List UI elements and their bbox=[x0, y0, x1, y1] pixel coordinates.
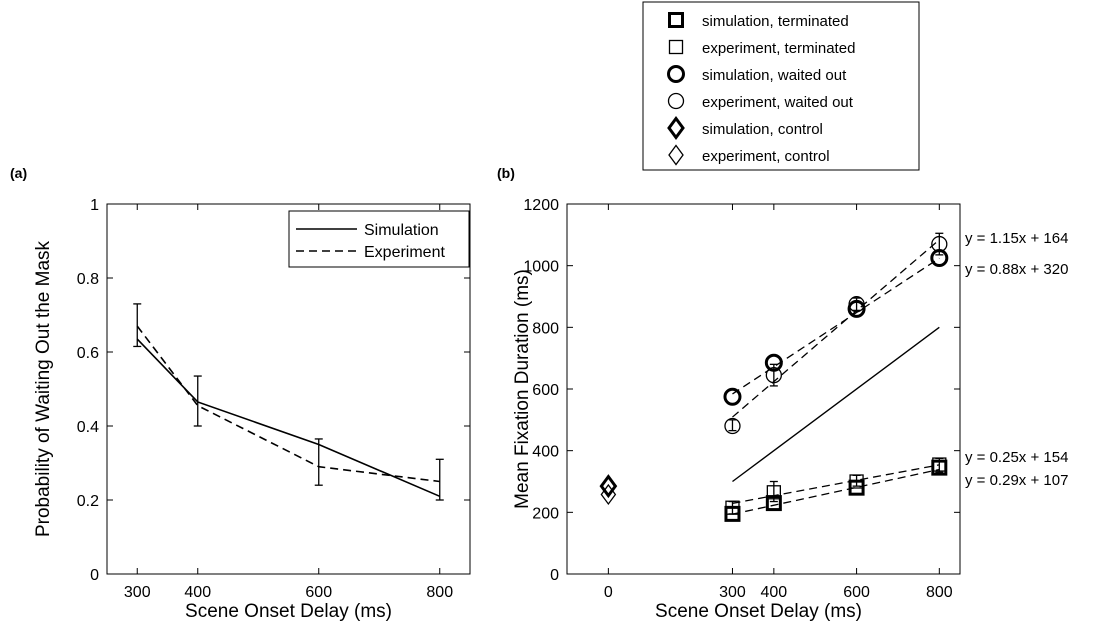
fit-equation-label: y = 0.25x + 154 bbox=[965, 449, 1068, 466]
y-tick-label: 1 bbox=[90, 197, 99, 214]
legend-label: experiment, terminated bbox=[702, 40, 855, 57]
legend-diamond-icon bbox=[668, 144, 684, 166]
y-axis-label: Mean Fixation Duration (ms) bbox=[512, 269, 533, 509]
legend-label: simulation, waited out bbox=[702, 67, 847, 84]
y-tick-label: 0.8 bbox=[77, 271, 99, 288]
x-tick-label: 300 bbox=[719, 584, 746, 601]
fit-equation-label: y = 0.29x + 107 bbox=[965, 472, 1068, 489]
y-tick-label: 800 bbox=[532, 320, 559, 337]
error-bar bbox=[728, 419, 737, 432]
legend-box bbox=[288, 210, 470, 268]
legend-square-icon bbox=[668, 12, 684, 28]
legend-label: Experiment bbox=[364, 244, 445, 261]
circle-marker bbox=[848, 296, 865, 313]
x-tick-label: 300 bbox=[124, 584, 151, 601]
reference-line bbox=[732, 326, 940, 483]
circle-marker bbox=[931, 235, 948, 253]
legend-circle-icon bbox=[667, 92, 685, 110]
axes-frame bbox=[566, 203, 961, 575]
legend-box bbox=[642, 1, 920, 171]
panel-label: (b) bbox=[497, 165, 515, 181]
circle-marker bbox=[764, 353, 783, 372]
x-tick-label: 400 bbox=[760, 584, 787, 601]
fit-line bbox=[732, 257, 940, 395]
y-tick-label: 400 bbox=[532, 444, 559, 461]
y-tick-label: 600 bbox=[532, 382, 559, 399]
y-tick-label: 1000 bbox=[523, 259, 559, 276]
circle-marker bbox=[930, 248, 949, 267]
x-tick-label: 600 bbox=[305, 584, 332, 601]
panel-a: (a) 300 400 600 800 0 0.2 0.4 0.6 0.8 1 Scene Onset… bbox=[10, 165, 471, 622]
square-marker bbox=[932, 457, 947, 472]
square-marker bbox=[766, 485, 781, 500]
error-bar bbox=[314, 438, 323, 486]
circle-marker bbox=[765, 366, 782, 384]
y-tick-label: 0 bbox=[550, 567, 559, 584]
fit-line bbox=[732, 468, 940, 515]
legend-label: experiment, waited out bbox=[702, 94, 854, 111]
y-tick-label: 200 bbox=[532, 505, 559, 522]
x-tick-label: 800 bbox=[426, 584, 453, 601]
legend-label: Simulation bbox=[364, 222, 439, 239]
panel-label: (a) bbox=[10, 165, 27, 181]
x-tick-label: 400 bbox=[184, 584, 211, 601]
y-tick-label: 0.6 bbox=[77, 345, 99, 362]
error-bar bbox=[435, 458, 444, 501]
x-tick-label: 600 bbox=[843, 584, 870, 601]
legend-label: simulation, terminated bbox=[702, 13, 849, 30]
panel-b-legend: simulation, terminated experiment, termin… bbox=[642, 1, 920, 171]
diamond-marker bbox=[599, 474, 618, 499]
axes-frame bbox=[106, 203, 471, 575]
legend-circle-icon bbox=[667, 65, 685, 83]
square-marker bbox=[849, 474, 864, 489]
y-tick-label: 0 bbox=[90, 567, 99, 584]
error-bar bbox=[193, 375, 202, 427]
x-axis-label: Scene Onset Delay (ms) bbox=[655, 601, 862, 622]
legend-square-icon bbox=[668, 39, 684, 55]
series-line-simulation bbox=[136, 338, 441, 498]
fit-equation-label: y = 1.15x + 164 bbox=[965, 230, 1068, 247]
circle-marker bbox=[723, 387, 742, 406]
square-marker bbox=[725, 500, 740, 515]
legend-label: experiment, control bbox=[702, 148, 830, 165]
fit-line bbox=[732, 464, 940, 505]
x-tick-label: 0 bbox=[604, 584, 613, 601]
diamond-marker bbox=[600, 483, 617, 506]
legend: Simulation Experiment bbox=[288, 210, 470, 268]
y-tick-label: 0.2 bbox=[77, 493, 99, 510]
x-axis-label: Scene Onset Delay (ms) bbox=[185, 601, 392, 622]
legend-label: simulation, control bbox=[702, 121, 823, 138]
circle-marker bbox=[847, 299, 866, 318]
y-tick-label: 0.4 bbox=[77, 419, 99, 436]
legend-diamond-icon bbox=[667, 115, 685, 141]
panel-b: (b) 0 300 400 600 800 0 200 400 600 800 1000 1200 Sce… bbox=[497, 165, 1068, 622]
error-bar bbox=[133, 303, 142, 348]
fit-line bbox=[732, 239, 940, 418]
series-line-experiment bbox=[136, 325, 440, 483]
fit-equation-label: y = 0.88x + 320 bbox=[965, 261, 1068, 278]
square-marker bbox=[765, 495, 782, 512]
x-tick-label: 800 bbox=[926, 584, 953, 601]
y-axis-label: Probability of Waiting Out the Mask bbox=[33, 240, 54, 537]
y-tick-label: 1200 bbox=[523, 197, 559, 214]
circle-marker bbox=[724, 417, 741, 435]
